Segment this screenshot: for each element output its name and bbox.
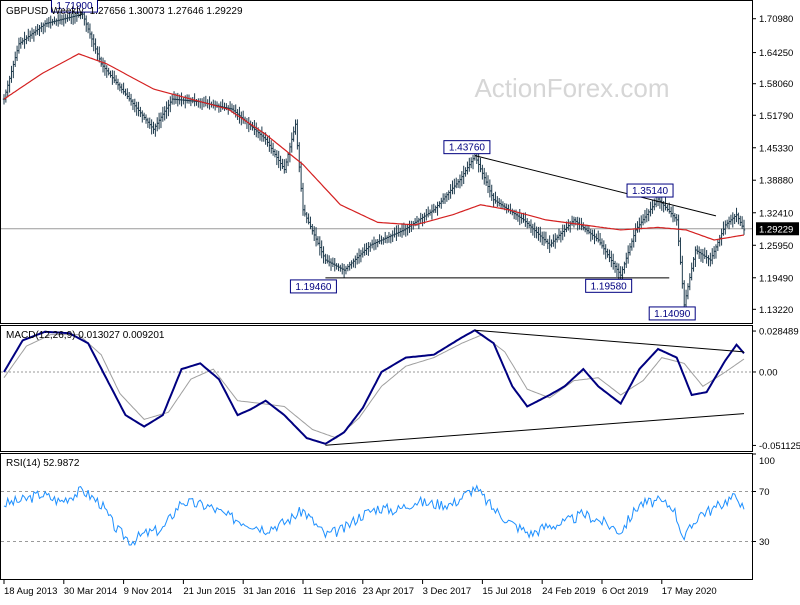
price-annotation-label: 1.35140 [632, 186, 669, 197]
price-annotation-box [626, 183, 674, 198]
price-annotation-box [50, 0, 98, 13]
time-tick-label: 17 May 2020 [662, 586, 717, 597]
price-trendlines [325, 155, 717, 279]
rsi-reference-lines [1, 491, 752, 542]
time-tick-label: 21 Jun 2015 [183, 586, 235, 597]
price-annotation-label: 1.71900 [56, 1, 93, 12]
rsi-y-tick-label: 30 [759, 537, 770, 548]
current-price-box [756, 222, 799, 236]
price-y-tick-label: 1.25950 [759, 241, 793, 252]
time-tick-label: 3 Dec 2017 [423, 586, 472, 597]
rsi-line [3, 484, 745, 546]
macd-pane-frame [0, 325, 753, 452]
rsi-y-tick-label: 100 [759, 456, 775, 467]
time-tick-label: 31 Jan 2016 [243, 586, 295, 597]
rsi-pane-frame [0, 453, 753, 580]
rsi-axis: 100 70 30 [752, 453, 775, 548]
price-annotation-box [585, 278, 633, 293]
price-annotation-label: 1.19460 [295, 282, 332, 293]
price-y-tick-label: 1.70980 [759, 14, 793, 25]
price-y-tick-label: 1.32410 [759, 208, 793, 219]
rsi-lines [3, 484, 745, 546]
time-tick-label: 6 Oct 2019 [602, 586, 648, 597]
macd-axis: 0.028489 0.00 -0.051125 [752, 327, 800, 452]
macd-trendlines [325, 329, 745, 446]
price-y-tick-label: 1.58060 [759, 79, 793, 90]
time-tick-label: 18 Aug 2013 [4, 586, 57, 597]
macd-y-tick-label: 0.028489 [759, 327, 799, 338]
price-y-tick-label: 1.38880 [759, 176, 793, 187]
price-y-tick-label: 1.64250 [759, 48, 793, 59]
macd-lines [3, 329, 745, 445]
moving-average-line [3, 53, 745, 241]
time-tick-label: 15 Jul 2018 [482, 586, 531, 597]
time-tick-label: 9 Nov 2014 [124, 586, 173, 597]
time-tick-label: 11 Sep 2016 [303, 586, 356, 597]
macd-trendline [325, 413, 745, 446]
time-tick-label: 23 Apr 2017 [363, 586, 414, 597]
time-tick-label: 30 Mar 2014 [64, 586, 117, 597]
ohlc-readout: 1.27656 1.30073 1.27646 1.29229 [90, 6, 243, 17]
price-annotation-label: 1.14090 [654, 309, 691, 320]
time-axis: 18 Aug 2013 30 Mar 2014 9 Nov 2014 21 Jun 2… [3, 580, 717, 597]
rsi-y-tick-label: 70 [759, 487, 770, 498]
price-annotation-box [648, 306, 696, 321]
price-annotation-box [443, 140, 491, 155]
price-annotation-box [289, 279, 337, 294]
macd-trendline [474, 329, 745, 353]
watermark-text: ActionForex.com [474, 73, 669, 103]
price-axis: 1.70980 1.64250 1.58060 1.51790 1.45330 1.388… [752, 14, 799, 316]
current-price-label: 1.29229 [759, 224, 793, 235]
price-y-tick-label: 1.45330 [759, 143, 793, 154]
macd-pane-title: MACD(12,26,9) 0.013027 0.009201 [6, 330, 165, 341]
price-y-tick-label: 1.51790 [759, 111, 793, 122]
price-y-tick-label: 1.13220 [759, 305, 793, 316]
macd-main-line [3, 329, 745, 445]
price-pane-title: GBPUSD Weekly 1.27656 1.30073 1.27646 1.2… [6, 6, 243, 17]
price-annotations: 1.71900 1.43760 1.35140 1.19460 1.19580 1.140… [50, 0, 696, 321]
price-pane-frame [0, 0, 753, 324]
macd-signal-line [3, 334, 745, 439]
price-annotation-label: 1.19580 [591, 281, 628, 292]
macd-y-tick-label: 0.00 [759, 367, 778, 378]
price-trendline [474, 155, 717, 217]
moving-average [3, 53, 745, 241]
price-y-tick-label: 1.19490 [759, 273, 793, 284]
price-annotation-label: 1.43760 [449, 143, 486, 154]
time-tick-label: 24 Feb 2019 [542, 586, 595, 597]
macd-y-tick-label: -0.051125 [759, 441, 800, 452]
rsi-pane-title: RSI(14) 52.9872 [6, 458, 80, 469]
symbol-label: GBPUSD Weekly [6, 6, 84, 17]
